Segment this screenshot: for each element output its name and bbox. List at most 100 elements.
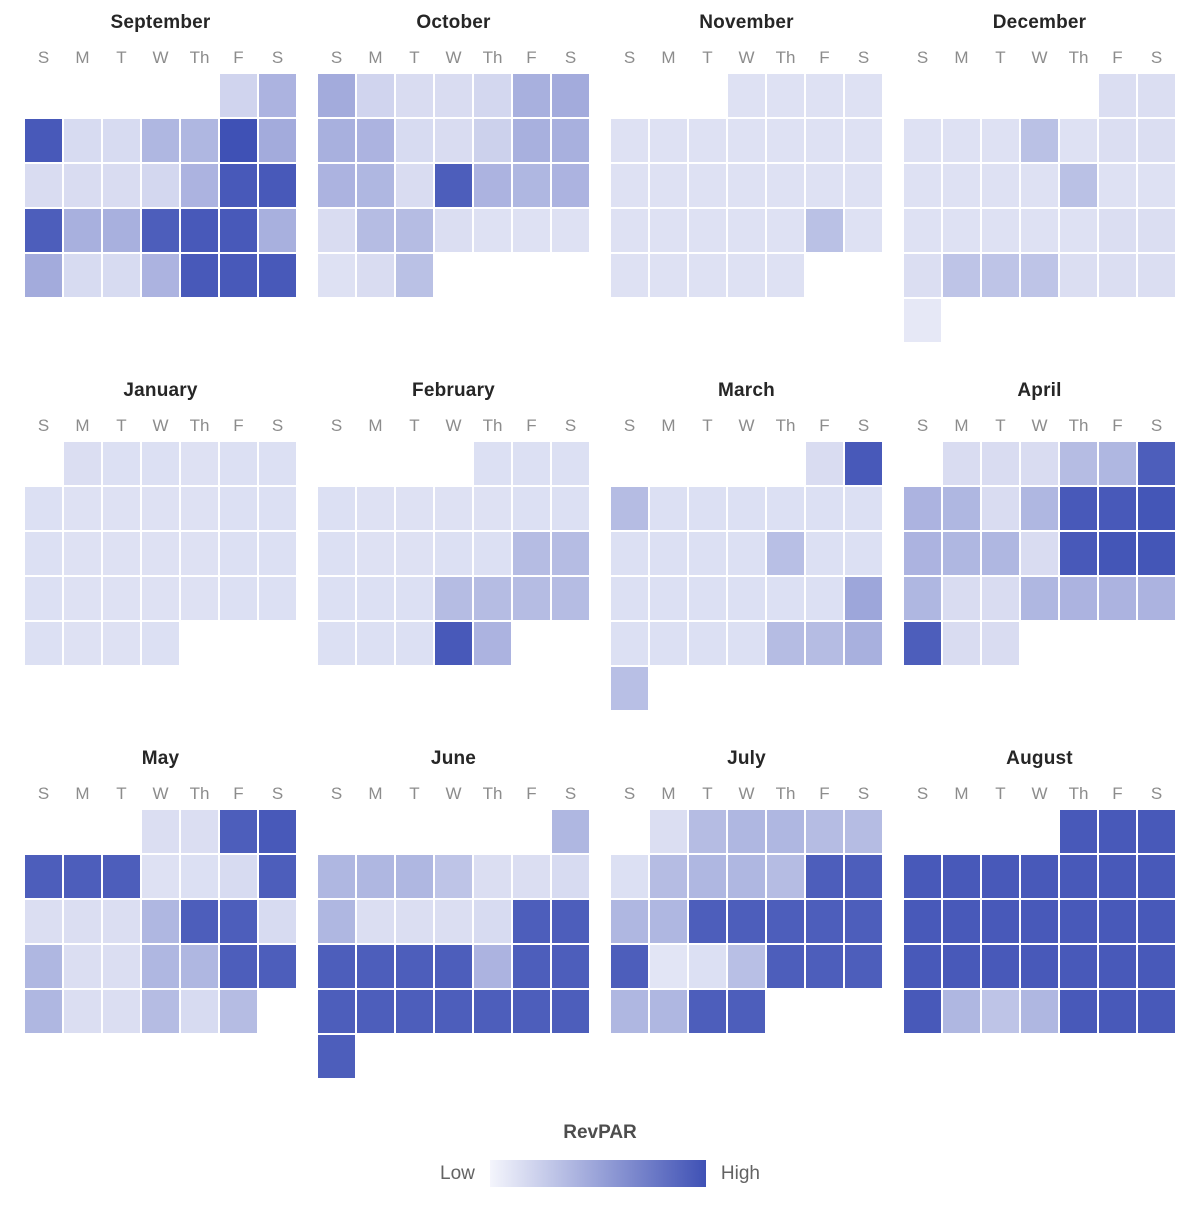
empty-day-cell [64,810,101,853]
day-cell [103,945,140,988]
legend-title: RevPAR [563,1122,637,1143]
day-cell [806,900,843,943]
empty-day-cell [181,74,218,117]
month-calendar: S M T W Th F S [904,44,1175,342]
weekday-header: Th [775,416,796,435]
day-cell [474,74,511,117]
day-cell [220,487,257,530]
month-title: February [412,380,495,401]
day-cell [904,900,941,943]
day-cell [943,442,980,485]
day-cell [1138,164,1175,207]
weekday-header: S [271,784,284,803]
day-cell [1060,810,1097,853]
day-cell [318,119,355,162]
weekday-header: W [738,48,755,67]
month-title: April [1017,380,1062,401]
day-cell [181,945,218,988]
day-cell [259,945,296,988]
weekday-header: T [702,48,713,67]
day-cell [689,577,726,620]
day-cell [64,990,101,1033]
day-cell [142,487,179,530]
day-cell [650,119,687,162]
day-cell [1099,945,1136,988]
empty-day-cell [1021,810,1058,853]
day-cell [396,119,433,162]
empty-day-cell [435,810,472,853]
day-cell [845,855,882,898]
day-cell [181,532,218,575]
weekday-header: S [857,48,870,67]
day-cell [318,577,355,620]
weekday-header: T [702,416,713,435]
weekday-header: M [661,784,676,803]
day-cell [474,532,511,575]
weekday-header: W [445,416,462,435]
month-panel-november: November S M T W Th F S [611,8,882,297]
day-cell [1099,855,1136,898]
weekday-header: S [623,784,636,803]
month-calendar: S M T W Th F S [611,412,882,710]
empty-day-cell [357,442,394,485]
day-cell [259,855,296,898]
day-cell [650,945,687,988]
day-cell [767,74,804,117]
day-cell [142,442,179,485]
day-cell [220,532,257,575]
day-cell [1021,442,1058,485]
day-cell [1021,900,1058,943]
day-cell [513,487,550,530]
day-cell [943,990,980,1033]
day-cell [1099,119,1136,162]
day-cell [806,164,843,207]
day-cell [142,990,179,1033]
day-cell [1138,532,1175,575]
day-cell [806,209,843,252]
day-cell [611,119,648,162]
day-cell [220,442,257,485]
empty-day-cell [318,442,355,485]
weekday-header: S [916,48,929,67]
month-panel-april: April S M T W Th F S [904,376,1175,665]
day-cell [689,990,726,1033]
day-cell [513,74,550,117]
day-cell [181,855,218,898]
day-cell [318,74,355,117]
month-title: June [430,748,477,769]
day-cell [181,990,218,1033]
day-cell [435,209,472,252]
day-cell [728,74,765,117]
weekday-header: M [368,48,383,67]
day-cell [767,487,804,530]
day-cell [64,209,101,252]
day-cell [1138,209,1175,252]
day-cell [943,254,980,297]
day-cell [1099,442,1136,485]
weekday-header: W [152,784,169,803]
day-cell [64,119,101,162]
day-cell [259,487,296,530]
weekday-header: T [116,48,127,67]
day-cell [982,855,1019,898]
month-title: October [416,12,491,33]
day-cell [767,900,804,943]
empty-day-cell [943,74,980,117]
weekday-header: F [526,784,537,803]
day-cell [904,209,941,252]
empty-day-cell [25,810,62,853]
weekday-header: F [819,416,830,435]
day-cell [728,164,765,207]
day-cell [845,487,882,530]
day-cell [357,119,394,162]
day-cell [728,622,765,665]
day-cell [64,622,101,665]
day-cell [1099,532,1136,575]
weekday-header: F [1112,48,1123,67]
day-cell [64,532,101,575]
month-calendar: S M T W Th F S [611,780,882,1033]
weekday-header: M [368,784,383,803]
month-panel-january: January S M T W Th F S [25,376,296,665]
weekday-header: F [1112,784,1123,803]
day-cell [1060,487,1097,530]
